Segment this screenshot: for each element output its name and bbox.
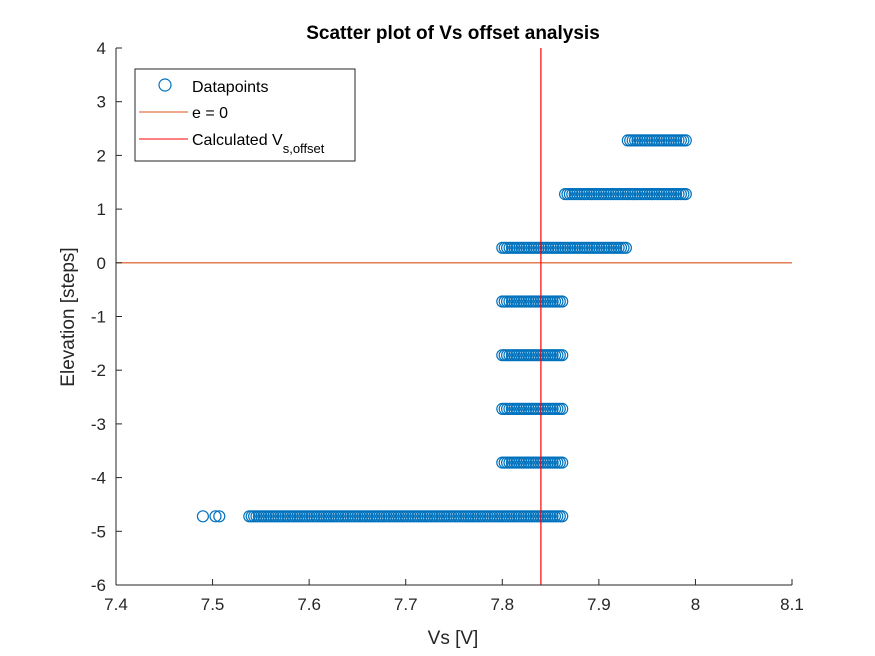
x-tick-label: 8.1 (780, 595, 804, 614)
y-tick-label: -6 (91, 576, 106, 595)
chart-title: Scatter plot of Vs offset analysis (306, 23, 600, 44)
y-axis-label: Elevation [steps] (58, 247, 79, 386)
legend: Datapoints e = 0 Calculated Vs,offset (134, 68, 356, 162)
y-tick-label: 3 (97, 93, 106, 112)
legend-offset-line-label: Calculated Vs,offset (192, 132, 325, 156)
x-tick-label: 8 (691, 595, 700, 614)
x-tick-label: 7.4 (104, 595, 128, 614)
y-tick-label: 2 (97, 146, 106, 165)
y-tick-label: 0 (97, 254, 106, 273)
y-tick-label: -1 (91, 308, 106, 327)
data-point (619, 241, 633, 254)
y-tick-label: -2 (91, 361, 106, 380)
data-point (679, 134, 692, 147)
data-point (556, 510, 569, 523)
x-tick-label: 7.8 (490, 595, 514, 614)
x-tick-label: 7.7 (394, 595, 418, 614)
axes: 7.4 7.5 7.6 7.7 7.8 7.9 8 8.1 -6 -5 -4 -3 -2 -1 0 1 2 3 4 (91, 39, 804, 614)
y-tick-label: -5 (91, 522, 106, 541)
data-point (213, 510, 226, 523)
y-tick-label: 4 (97, 39, 106, 58)
y-tick-label: -3 (91, 415, 106, 434)
data-point (196, 510, 209, 523)
data-point (209, 510, 222, 523)
legend-offset-subscript: s,offset (283, 141, 325, 156)
y-tick-label: -4 (91, 469, 106, 488)
y-tick-label: 1 (97, 200, 106, 219)
legend-box (134, 68, 356, 162)
x-tick-label: 7.6 (297, 595, 321, 614)
legend-offset-main: Calculated V (192, 132, 283, 149)
x-axis-label: Vs [V] (428, 628, 479, 649)
legend-datapoints-label: Datapoints (192, 79, 269, 96)
data-point (556, 295, 569, 308)
data-point (556, 456, 569, 469)
legend-datapoints-marker (158, 78, 172, 92)
x-tick-label: 7.9 (587, 595, 611, 614)
data-point (679, 188, 692, 201)
data-point (556, 402, 569, 415)
plot-marks (116, 48, 792, 585)
x-tick-label: 7.5 (201, 595, 225, 614)
legend-zero-line-label: e = 0 (192, 105, 228, 122)
data-point (556, 349, 569, 362)
